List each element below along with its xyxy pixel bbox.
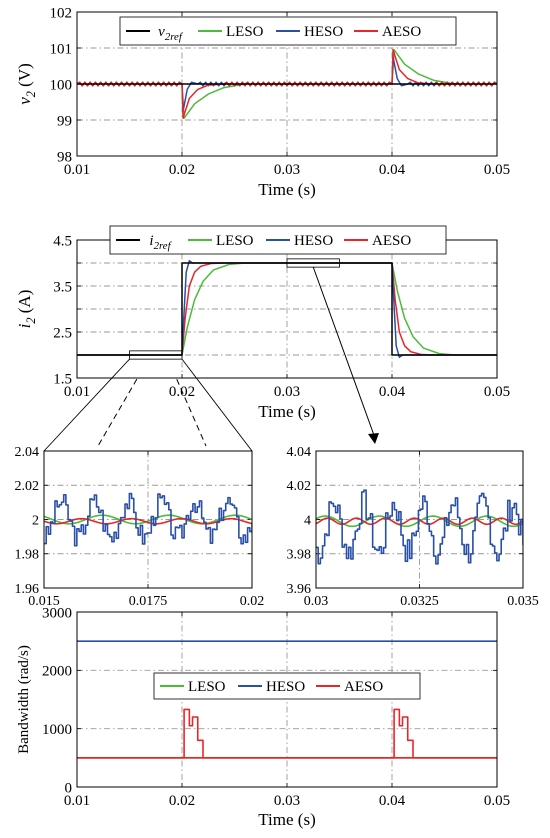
bw-axes: 0.01 0.02 0.03 0.04 0.05 0 1000 2000 3000	[42, 605, 510, 809]
zoom2-xtick-label: 0.035	[507, 594, 539, 609]
i2-xlabel: Time (s)	[258, 402, 315, 421]
v2-legend: v2ref LESO HESO AESO	[119, 16, 457, 46]
i2-ylabel: i2 (A)	[15, 290, 38, 329]
zoom1-series-leso	[44, 514, 252, 525]
v2-ytick-label: 102	[50, 5, 73, 21]
i2-legend: i2ref LESO HESO AESO	[109, 225, 447, 255]
bw-legend-label-aeso: AESO	[344, 679, 383, 695]
zoom2-series-leso	[316, 515, 523, 528]
v2-ytick-label: 101	[50, 41, 73, 57]
zoom2-plot	[316, 489, 523, 565]
zoom1-xtick-label: 0.015	[28, 594, 60, 609]
zoom1-frame	[43, 450, 253, 589]
bw-xtick-label: 0.02	[169, 793, 195, 809]
bw-ytick-label: 0	[65, 780, 73, 796]
bw-series-aeso	[77, 708, 497, 759]
i2-xtick-label: 0.04	[379, 384, 406, 400]
i2-legend-label-aeso: AESO	[372, 233, 411, 249]
zoom2-xtick-label: 0.03	[304, 594, 329, 609]
zoom-connector-dashed	[176, 378, 207, 447]
v2-ytick-label: 99	[57, 113, 72, 129]
i2-axes: 0.010.020.030.040.051.52.53.54.5	[53, 233, 510, 400]
zoom1-ytick-label: 2	[32, 513, 39, 528]
bw-ytick-label: 1000	[42, 722, 72, 738]
bw-legend: LESO HESO AESO	[153, 672, 421, 700]
zoom2-xtick-label: 0.0325	[400, 594, 439, 609]
zoom2-ytick-label: 3.98	[287, 548, 312, 563]
zoom1-plot	[44, 492, 252, 547]
zoom-box-2	[286, 258, 340, 268]
i2-ytick-label: 1.5	[53, 371, 72, 387]
bw-plot	[77, 640, 497, 759]
bw-legend-box	[153, 672, 421, 700]
bw-xtick-label: 0.04	[379, 793, 406, 809]
i2-legend-label-heso: HESO	[294, 233, 333, 249]
zoom1-axes: 0.015 0.0175 0.02 1.96 1.98 2 2.02 2.04	[15, 445, 265, 609]
v2-legend-label-aeso: AESO	[382, 24, 421, 40]
v2-xlabel: Time (s)	[258, 180, 315, 199]
zoom1-series-heso	[44, 492, 252, 547]
zoom2-ytick-label: 4.02	[287, 479, 312, 494]
v2-legend-label-ref: v2ref	[158, 24, 184, 43]
v2-ytick-label: 100	[50, 77, 73, 93]
i2-legend-label-leso: LESO	[216, 233, 254, 249]
bw-xlabel: Time (s)	[258, 810, 315, 829]
bw-series-aeso	[77, 708, 497, 759]
zoom1-ytick-label: 1.98	[15, 548, 40, 563]
v2-legend-label-leso: LESO	[226, 24, 264, 40]
v2-xtick-label: 0.04	[379, 162, 406, 178]
bw-xtick-label: 0.05	[484, 793, 510, 809]
zoom-connector-left	[43, 358, 130, 452]
v2-series-aeso	[77, 49, 497, 119]
zoom-box-1	[129, 350, 183, 360]
v2-ylabel: v2 (V)	[15, 63, 38, 105]
zoom2-series-heso	[316, 489, 523, 565]
zoom-arrow-line	[312, 266, 376, 439]
bw-xtick-label: 0.01	[64, 793, 90, 809]
v2-plot	[77, 49, 497, 119]
i2-xtick-label: 0.03	[274, 384, 300, 400]
zoom-connector-dashed	[97, 378, 138, 447]
i2-xtick-label: 0.01	[64, 384, 90, 400]
bw-ylabel: Bandwidth (rad/s)	[16, 645, 32, 754]
i2-xtick-label: 0.05	[484, 384, 510, 400]
zoom-connector-right	[181, 358, 253, 452]
zoom2-ytick-label: 4.04	[287, 445, 312, 460]
zoom1-xtick-label: 0.02	[240, 594, 265, 609]
zoom1-ytick-label: 2.02	[15, 479, 40, 494]
i2-ytick-label: 4.5	[53, 233, 72, 249]
zoom2-ytick-label: 3.96	[287, 582, 312, 597]
v2-ytick-label: 98	[57, 149, 72, 165]
bw-xtick-label: 0.03	[274, 793, 300, 809]
v2-frame	[76, 11, 498, 157]
v2-xtick-label: 0.05	[484, 162, 510, 178]
v2-legend-label-heso: HESO	[304, 24, 343, 40]
v2-xtick-label: 0.02	[169, 162, 195, 178]
zoom1-ytick-label: 2.04	[15, 445, 40, 460]
zoom1-ytick-label: 1.96	[15, 582, 40, 597]
i2-ytick-label: 3.5	[53, 279, 72, 295]
zoom1-xtick-label: 0.0175	[129, 594, 168, 609]
i2-legend-label-ref: i2ref	[149, 233, 172, 252]
v2-xtick-label: 0.03	[274, 162, 300, 178]
bw-ytick-label: 2000	[42, 664, 72, 680]
zoom2-ytick-label: 4	[304, 513, 311, 528]
bw-frame	[76, 611, 498, 788]
zoom2-series-aeso	[316, 517, 523, 526]
bw-legend-label-leso: LESO	[188, 679, 226, 695]
zoom2-frame	[315, 450, 524, 589]
zoom-arrow-head	[368, 433, 379, 444]
bw-ytick-label: 3000	[42, 605, 72, 621]
bw-legend-label-heso: HESO	[266, 679, 305, 695]
zoom2-axes: 0.03 0.0325 0.035 3.96 3.98 4 4.02 4.04	[287, 445, 539, 609]
v2-xtick-label: 0.01	[64, 162, 90, 178]
i2-ytick-label: 2.5	[53, 325, 72, 341]
